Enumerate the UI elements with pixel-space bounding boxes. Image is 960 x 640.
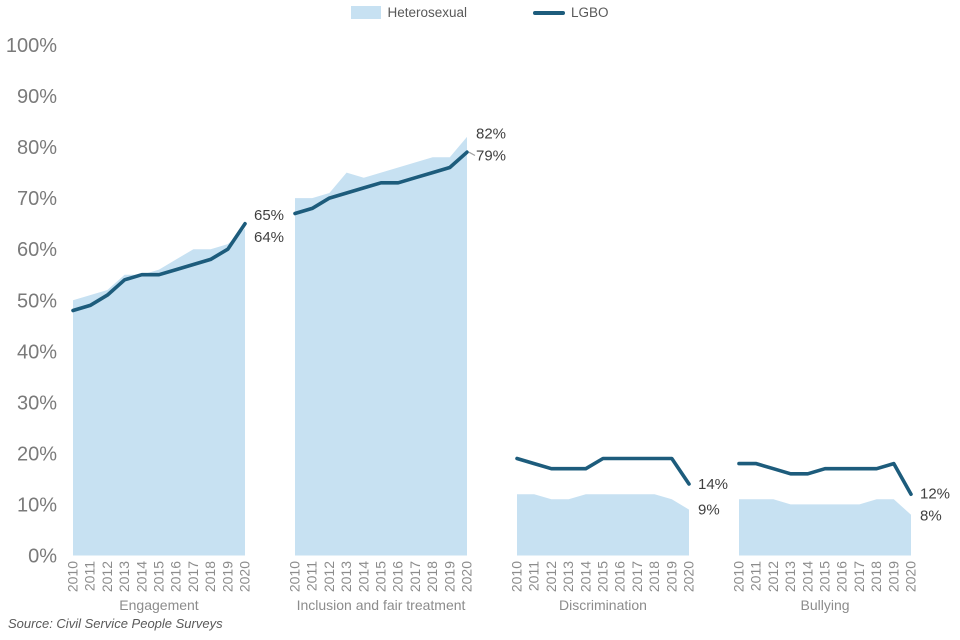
panel-label: Bullying [800, 597, 849, 613]
y-axis-tick-label: 40% [17, 341, 57, 363]
line-lgbo [293, 150, 469, 216]
x-axis-tick-label: 2016 [168, 561, 184, 592]
end-label-inclusion-and-fair-treatment: 79% [476, 148, 506, 165]
x-axis-tick-label: 2011 [748, 561, 764, 591]
y-axis-tick-label: 0% [28, 546, 57, 568]
x-axis-tick-label: 2012 [321, 561, 337, 592]
end-label-engagement: 65% [254, 207, 284, 224]
end-label-leader [468, 151, 476, 157]
x-axis-tick-label: 2015 [595, 561, 611, 592]
panel-label: Inclusion and fair treatment [297, 597, 466, 613]
x-axis-tick-label: 2011 [526, 561, 542, 591]
x-axis-tick-label: 2012 [765, 561, 781, 592]
x-axis-tick-label: 2019 [441, 561, 457, 592]
panel-bullying: 2010 2011 2012 2013 2014 2015 2016 2017 2018 2019… [731, 461, 950, 613]
lgbo-swatch-icon [533, 10, 566, 15]
x-axis-tick-label: 2016 [834, 561, 850, 592]
area-heterosexual [739, 499, 911, 556]
panel-label: Engagement [119, 597, 199, 613]
x-axis-tick-label: 2017 [185, 561, 201, 592]
end-label-discrimination: 9% [698, 502, 720, 519]
end-label-inclusion-and-fair-treatment: 82% [476, 126, 506, 143]
x-axis-tick-label: 2020 [903, 561, 919, 592]
y-axis-tick-label: 20% [17, 443, 57, 465]
y-axis-tick-label: 80% [17, 137, 57, 159]
y-axis-tick-label: 90% [17, 86, 57, 108]
area-heterosexual [517, 494, 689, 556]
y-axis-tick-label: 30% [17, 392, 57, 414]
x-axis-tick-label: 2010 [731, 561, 747, 592]
x-axis-tick-label: 2018 [868, 561, 884, 592]
x-axis-tick-label: 2016 [612, 561, 628, 592]
y-axis-tick-label: 60% [17, 239, 57, 261]
legend-label-heterosexual: Heterosexual [387, 5, 468, 20]
end-label-bullying: 8% [920, 508, 942, 525]
area-heterosexual [295, 136, 467, 556]
chart-legend: Heterosexual LGBO [0, 5, 960, 20]
legend-item-heterosexual: Heterosexual [351, 5, 467, 20]
x-axis-tick-label: 2012 [543, 561, 559, 592]
x-axis-tick-label: 2014 [577, 561, 593, 592]
x-axis-tick-label: 2010 [65, 561, 81, 592]
legend-item-lgbo: LGBO [533, 5, 609, 20]
panel-discrimination: 2010 2011 2012 2013 2014 2015 2016 2017 2018 2019… [509, 456, 728, 613]
x-axis-tick-label: 2013 [116, 561, 132, 592]
x-axis-tick-label: 2018 [202, 561, 218, 592]
x-axis-tick-label: 2010 [287, 561, 303, 592]
x-axis-tick-label: 2011 [304, 561, 320, 591]
x-axis-tick-label: 2019 [663, 561, 679, 592]
x-axis-tick-label: 2020 [237, 561, 253, 592]
y-axis-tick-label: 10% [17, 494, 57, 516]
x-axis-tick-label: 2015 [373, 561, 389, 592]
line-lgbo [71, 221, 247, 313]
x-axis-tick-label: 2016 [390, 561, 406, 592]
x-axis-tick-label: 2017 [851, 561, 867, 592]
x-axis-tick-label: 2020 [459, 561, 475, 592]
x-axis-tick-label: 2015 [151, 561, 167, 592]
panel-inclusion-and-fair-treatment: 2010 2011 2012 2013 2014 2015 2016 2017 2018 2019… [287, 126, 507, 614]
line-lgbo [515, 456, 691, 486]
x-axis-tick-label: 2018 [646, 561, 662, 592]
x-axis-tick-label: 2014 [799, 561, 815, 592]
x-axis-tick-label: 2018 [424, 561, 440, 592]
x-axis-tick-label: 2019 [885, 561, 901, 592]
y-axis-tick-label: 100% [6, 35, 57, 57]
area-heterosexual [73, 228, 245, 556]
end-label-discrimination: 14% [698, 476, 728, 493]
x-axis-tick-label: 2017 [407, 561, 423, 592]
y-axis-tick-label: 50% [17, 290, 57, 312]
x-axis-tick-label: 2010 [509, 561, 525, 592]
x-axis-tick-label: 2012 [99, 561, 115, 592]
heterosexual-swatch-icon [351, 6, 382, 19]
x-axis-tick-label: 2014 [355, 561, 371, 592]
x-axis-tick-label: 2013 [560, 561, 576, 592]
x-axis-tick-label: 2013 [338, 561, 354, 592]
end-label-bullying: 12% [920, 485, 950, 502]
x-axis-tick-label: 2017 [629, 561, 645, 592]
source-note: Source: Civil Service People Surveys [8, 616, 223, 631]
legend-label-lgbo: LGBO [571, 5, 609, 20]
x-axis-tick-label: 2019 [219, 561, 235, 592]
x-axis-tick-label: 2013 [782, 561, 798, 592]
end-label-engagement: 64% [254, 229, 284, 246]
line-lgbo [737, 461, 913, 496]
x-axis-tick-label: 2011 [82, 561, 98, 591]
x-axis-tick-label: 2014 [133, 561, 149, 592]
panel-label: Discrimination [559, 597, 647, 613]
y-axis-tick-label: 70% [17, 188, 57, 210]
panel-engagement: 2010 2011 2012 2013 2014 2015 2016 2017 2018 2019… [65, 207, 285, 613]
x-axis-tick-label: 2015 [817, 561, 833, 592]
x-axis-tick-label: 2020 [681, 561, 697, 592]
